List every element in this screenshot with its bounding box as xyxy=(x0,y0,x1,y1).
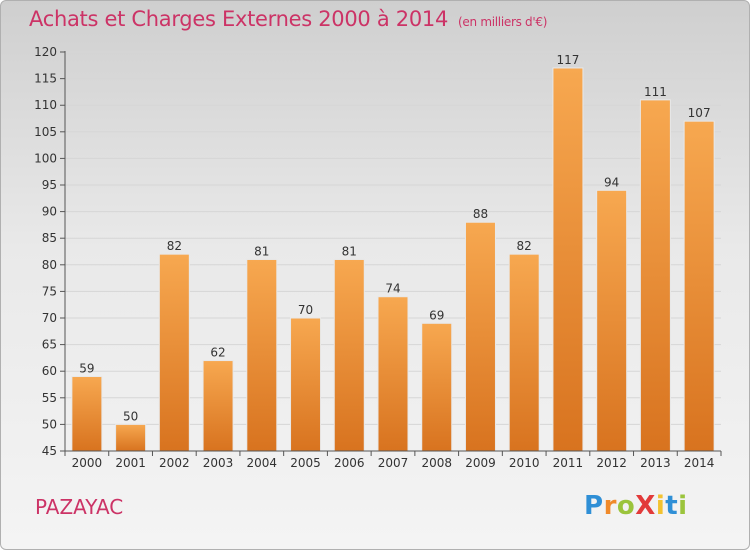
chart-title: Achats et Charges Externes 2000 à 2014 (e… xyxy=(29,7,547,31)
logo-letter: o xyxy=(616,491,636,521)
logo-letter: X xyxy=(635,491,656,521)
bar-value-label-2013: 111 xyxy=(644,85,667,99)
x-tick-label-2005: 2005 xyxy=(290,456,321,470)
axes xyxy=(60,51,722,456)
logo-letter: i xyxy=(655,491,666,521)
x-tick-label-2000: 2000 xyxy=(72,456,103,470)
bar-2012 xyxy=(596,189,628,452)
x-tick-label-2009: 2009 xyxy=(465,456,496,470)
bar-2006 xyxy=(333,258,365,452)
bar-value-label-2006: 81 xyxy=(342,244,357,258)
bar-value-label-2000: 59 xyxy=(79,362,94,376)
y-tick-label: 95 xyxy=(42,178,57,192)
bar-2008 xyxy=(421,322,453,452)
logo-letter: r xyxy=(603,491,617,521)
bar-value-label-2002: 82 xyxy=(167,239,182,253)
y-tick-label: 45 xyxy=(42,444,57,458)
x-tick-label-2014: 2014 xyxy=(684,456,715,470)
bar-value-label-2010: 82 xyxy=(517,239,532,253)
bar-2005 xyxy=(290,317,322,452)
x-tick-label-2001: 2001 xyxy=(115,456,146,470)
x-tick-label-2003: 2003 xyxy=(203,456,234,470)
x-tick-label-2006: 2006 xyxy=(334,456,365,470)
x-tick-label-2004: 2004 xyxy=(247,456,278,470)
x-tick-label-2012: 2012 xyxy=(596,456,627,470)
x-tick-label-2007: 2007 xyxy=(378,456,409,470)
logo-letter: P xyxy=(584,491,604,521)
bar-2014 xyxy=(683,120,715,452)
y-tick-label: 80 xyxy=(42,258,57,272)
bar-value-label-2012: 94 xyxy=(604,175,619,189)
y-tick-label: 110 xyxy=(34,98,57,112)
bar-value-label-2009: 88 xyxy=(473,207,488,221)
logo-letter: i xyxy=(678,491,688,521)
y-tick-label: 65 xyxy=(42,338,57,352)
y-tick-label: 90 xyxy=(42,205,57,219)
y-tick-label: 85 xyxy=(42,231,57,245)
x-tick-label-2010: 2010 xyxy=(509,456,540,470)
y-tick-label: 60 xyxy=(42,364,57,378)
chart-title-text: Achats et Charges Externes 2000 à 2014 xyxy=(29,7,449,31)
bar-2011 xyxy=(552,67,584,452)
y-tick-label: 75 xyxy=(42,284,57,298)
bar-2010 xyxy=(508,253,540,452)
bar-2002 xyxy=(158,253,190,452)
x-tick-label-2008: 2008 xyxy=(421,456,452,470)
bar-2003 xyxy=(202,360,234,452)
bar-2007 xyxy=(377,296,409,452)
x-tick-label-2002: 2002 xyxy=(159,456,190,470)
bar-2013 xyxy=(639,99,671,452)
y-tick-label: 50 xyxy=(42,417,57,431)
bar-value-label-2001: 50 xyxy=(123,409,138,423)
bars xyxy=(71,67,715,452)
bar-2009 xyxy=(464,221,496,452)
bar-2000 xyxy=(71,376,103,452)
bar-value-label-2011: 117 xyxy=(556,53,579,67)
bar-2001 xyxy=(115,423,147,452)
bar-2004 xyxy=(246,258,278,452)
bar-value-label-2005: 70 xyxy=(298,303,313,317)
y-tick-label: 115 xyxy=(34,72,57,86)
y-tick-label: 105 xyxy=(34,125,57,139)
y-tick-label: 120 xyxy=(34,45,57,59)
proxiti-logo: ProXiti xyxy=(584,491,688,521)
x-tick-label-2013: 2013 xyxy=(640,456,671,470)
commune-name: PAZAYAC xyxy=(35,495,124,519)
y-tick-label: 55 xyxy=(42,391,57,405)
x-tick-label-2011: 2011 xyxy=(553,456,584,470)
chart-subtitle: (en milliers d'€) xyxy=(458,15,548,29)
logo-letter: t xyxy=(665,491,679,521)
bar-value-label-2007: 74 xyxy=(385,282,400,296)
bar-value-label-2004: 81 xyxy=(254,244,269,258)
y-tick-label: 100 xyxy=(34,151,57,165)
bar-value-label-2003: 62 xyxy=(210,346,225,360)
y-tick-label: 70 xyxy=(42,311,57,325)
labels: 45 50 55 60 65 70 75 80 85 90 95 100 105 110 115 120 59 2… xyxy=(34,45,714,470)
bar-value-label-2014: 107 xyxy=(688,106,711,120)
bar-value-label-2008: 69 xyxy=(429,308,444,322)
